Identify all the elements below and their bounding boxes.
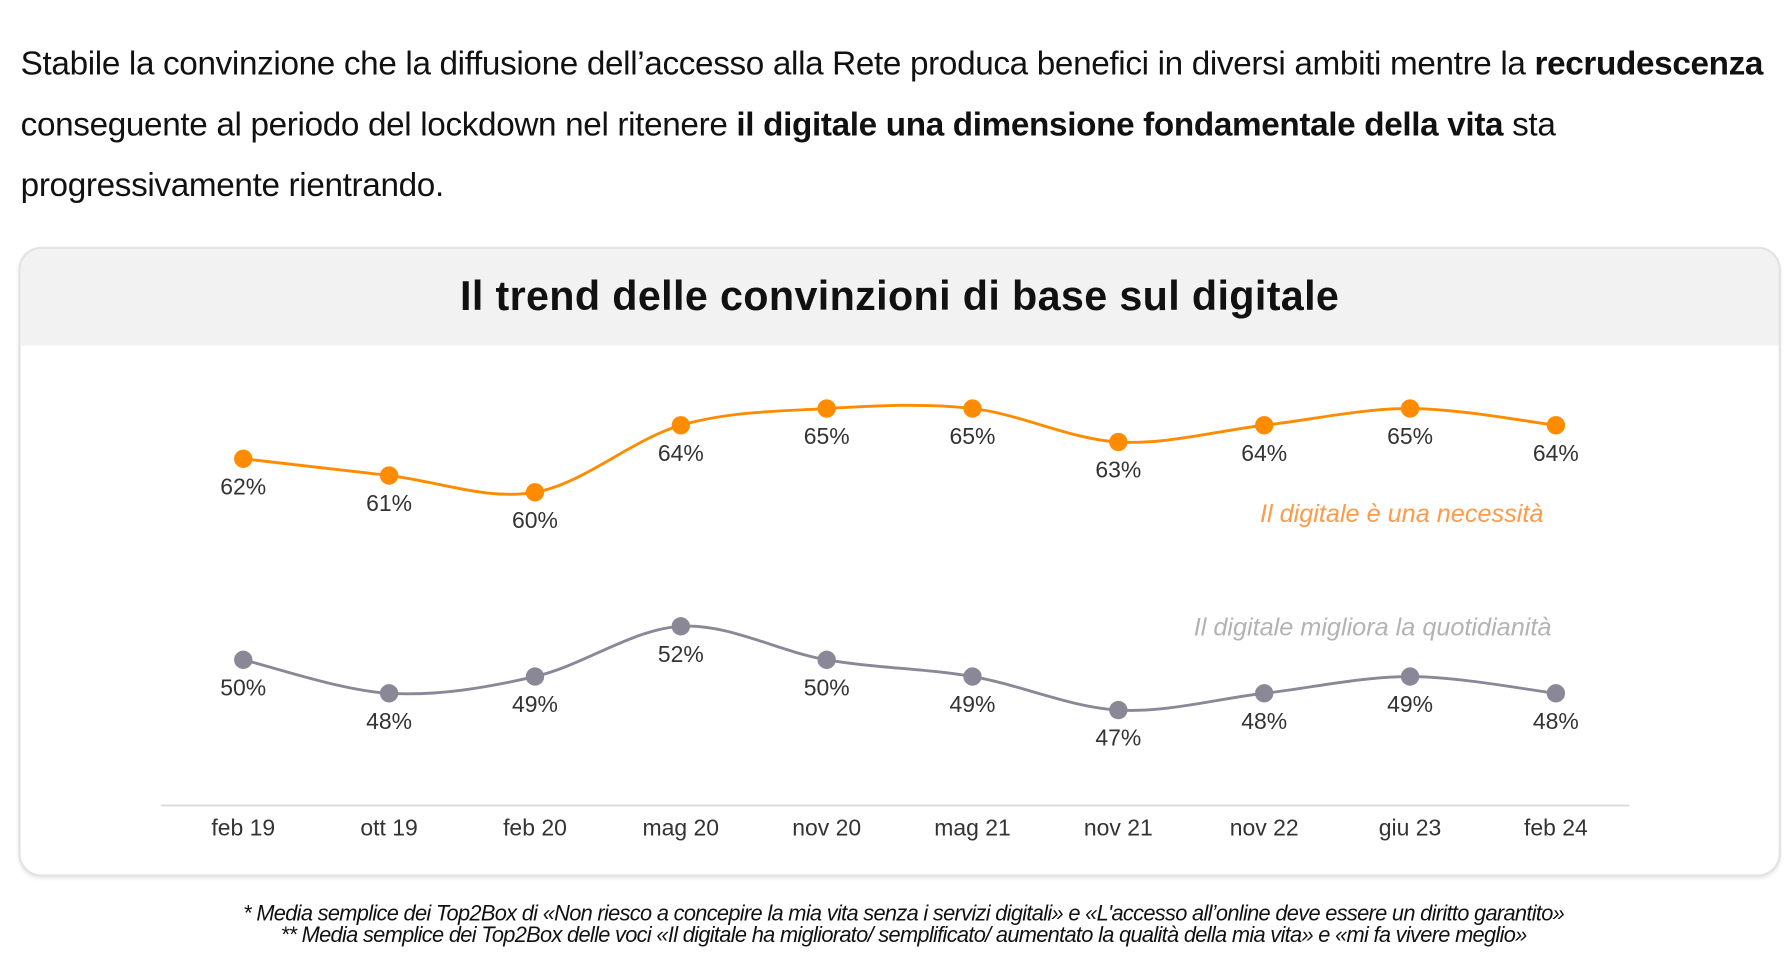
x-tick-label: ott 19 bbox=[360, 814, 417, 840]
series-line bbox=[242, 624, 1557, 712]
intro-text: sta progressivamente rientrando. bbox=[20, 106, 1556, 205]
data-point bbox=[963, 667, 982, 686]
data-point bbox=[1255, 416, 1274, 435]
data-label: 49% bbox=[512, 691, 558, 717]
chart-title: Il trend delle convinzioni di base sul d… bbox=[460, 271, 1340, 320]
data-label: 60% bbox=[512, 507, 558, 533]
data-label: 64% bbox=[1241, 440, 1287, 466]
series-label: Il digitale è una necessità bbox=[1260, 500, 1543, 528]
data-label: 52% bbox=[658, 641, 704, 667]
series-line bbox=[243, 403, 1557, 496]
data-point bbox=[1546, 684, 1566, 703]
data-label: 49% bbox=[1387, 691, 1433, 717]
data-point bbox=[671, 617, 690, 636]
x-tick-label: feb 19 bbox=[211, 814, 275, 840]
intro-text: conseguente al periodo del lockdown nel … bbox=[20, 106, 737, 144]
data-label: 65% bbox=[804, 423, 850, 449]
x-tick-label: giu 23 bbox=[1379, 814, 1441, 840]
data-label: 63% bbox=[1095, 457, 1141, 483]
data-point bbox=[1400, 667, 1420, 686]
data-point bbox=[1546, 416, 1566, 435]
data-point bbox=[963, 399, 982, 418]
data-label: 65% bbox=[950, 423, 996, 449]
intro-bold: il digitale una dimensione fondamentale … bbox=[736, 106, 1504, 144]
intro-bold: recrudescenza bbox=[1534, 45, 1764, 83]
data-label: 65% bbox=[1387, 423, 1433, 449]
x-tick-label: mag 20 bbox=[643, 814, 720, 840]
chart-card: Il trend delle convinzioni di base sul d… bbox=[18, 246, 1781, 877]
x-tick-label: nov 21 bbox=[1084, 814, 1153, 840]
data-label: 48% bbox=[366, 708, 412, 734]
data-point bbox=[817, 650, 836, 669]
data-label: 48% bbox=[1533, 708, 1579, 734]
data-label: 50% bbox=[220, 674, 266, 700]
x-tick-label: feb 20 bbox=[503, 814, 567, 840]
data-point bbox=[234, 449, 253, 468]
x-tick-label: nov 20 bbox=[792, 814, 861, 840]
data-label: 50% bbox=[804, 674, 850, 700]
data-point bbox=[817, 399, 836, 418]
data-point bbox=[1255, 684, 1274, 703]
series-label: Il digitale migliora la quotidianità bbox=[1194, 614, 1552, 642]
data-point bbox=[1400, 399, 1420, 418]
x-tick-label: mag 21 bbox=[934, 814, 1011, 840]
data-label: 64% bbox=[658, 440, 704, 466]
x-tick-label: feb 24 bbox=[1524, 814, 1588, 840]
data-label: 62% bbox=[220, 473, 266, 499]
data-label: 48% bbox=[1241, 708, 1287, 734]
data-label: 47% bbox=[1095, 725, 1141, 751]
data-point bbox=[1109, 700, 1128, 720]
data-label: 49% bbox=[950, 691, 996, 717]
footnote-2: ** Media semplice dei Top2Box delle voci… bbox=[280, 923, 1528, 948]
data-point bbox=[1109, 432, 1128, 452]
data-point bbox=[525, 667, 545, 686]
data-point bbox=[525, 483, 545, 502]
data-point bbox=[671, 416, 690, 435]
data-label: 61% bbox=[366, 490, 412, 516]
data-point bbox=[379, 684, 399, 703]
footnote-1: * Media semplice dei Top2Box di «Non rie… bbox=[243, 901, 1565, 927]
chart-header: Il trend delle convinzioni di base sul d… bbox=[20, 249, 1779, 346]
intro-text: Stabile la convinzione che la diffusione… bbox=[20, 45, 1535, 83]
data-point bbox=[234, 650, 253, 669]
intro-paragraph: Stabile la convinzione che la diffusione… bbox=[21, 34, 1765, 216]
data-label: 64% bbox=[1533, 440, 1579, 466]
x-tick-label: nov 22 bbox=[1230, 814, 1299, 840]
data-point bbox=[379, 466, 399, 485]
